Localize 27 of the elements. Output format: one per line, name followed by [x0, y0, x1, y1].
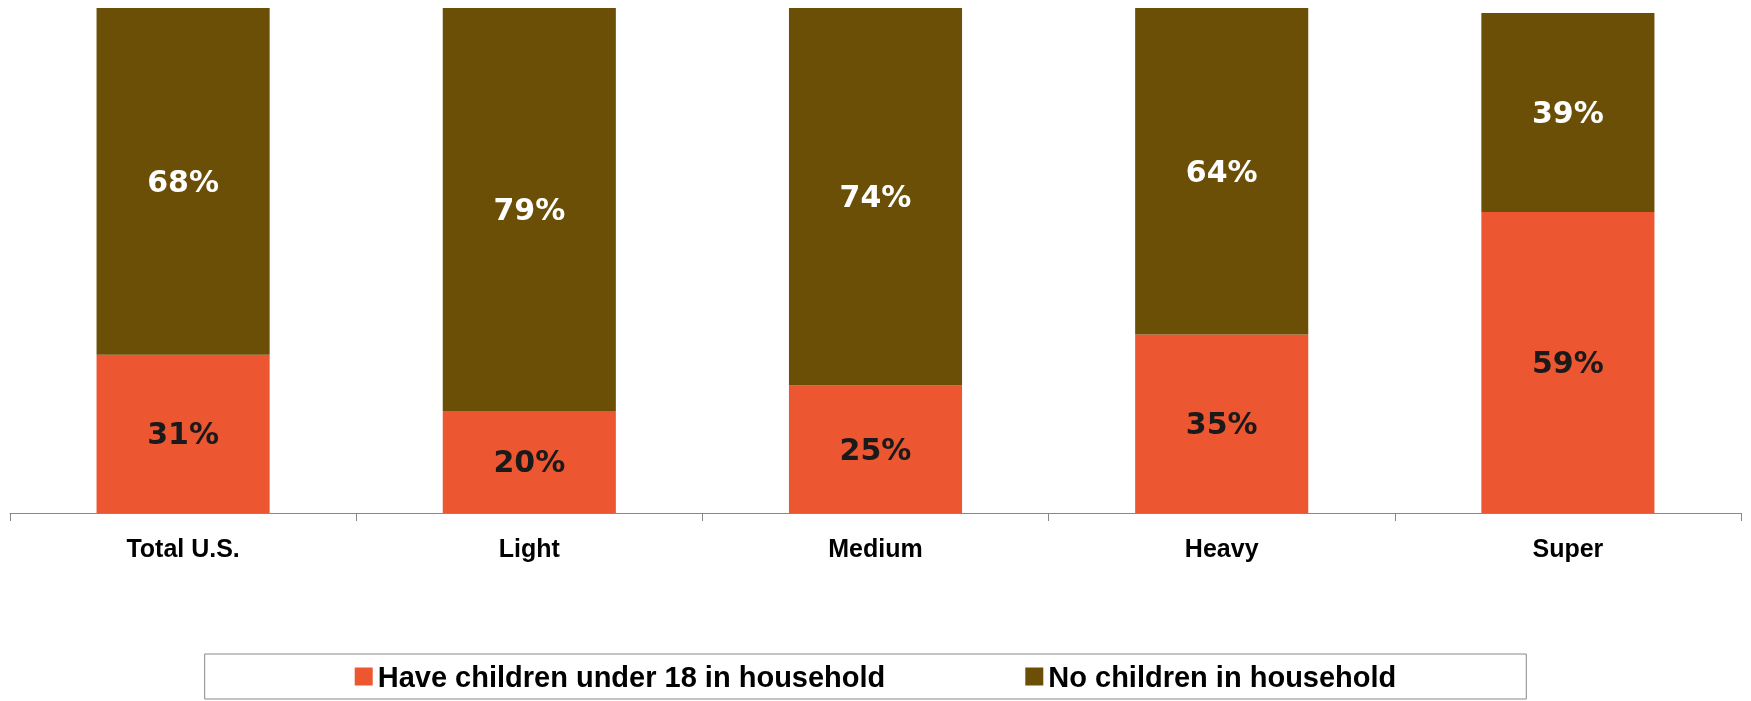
bar: [788, 385, 963, 513]
bar: [96, 354, 270, 513]
legend-label: No children in household: [1048, 660, 1397, 693]
bar: [1481, 212, 1655, 513]
bar: [1135, 334, 1309, 513]
bar: [788, 8, 963, 386]
bar: [442, 8, 616, 411]
x-tick-label: Heavy: [1184, 533, 1259, 562]
data-label: 59%: [1531, 345, 1604, 381]
x-tick-label: Super: [1532, 533, 1604, 562]
data-label: 79%: [493, 191, 566, 227]
x-tick-label: Light: [498, 533, 561, 562]
x-tick-label: Medium: [828, 533, 923, 562]
data-label: 31%: [147, 416, 220, 452]
data-label: 35%: [1185, 406, 1258, 442]
data-label: 20%: [493, 444, 566, 480]
bar: [1481, 13, 1655, 213]
data-label: 68%: [147, 163, 220, 199]
bar: [96, 8, 270, 355]
x-tick-label: Total U.S.: [126, 533, 240, 562]
legend-label: Have children under 18 in household: [377, 660, 886, 693]
data-label: 74%: [839, 179, 912, 215]
data-label: 25%: [839, 431, 912, 467]
bar: [442, 410, 616, 513]
data-label: 64%: [1185, 153, 1258, 189]
bar: [1135, 8, 1309, 335]
data-label: 39%: [1531, 95, 1604, 131]
